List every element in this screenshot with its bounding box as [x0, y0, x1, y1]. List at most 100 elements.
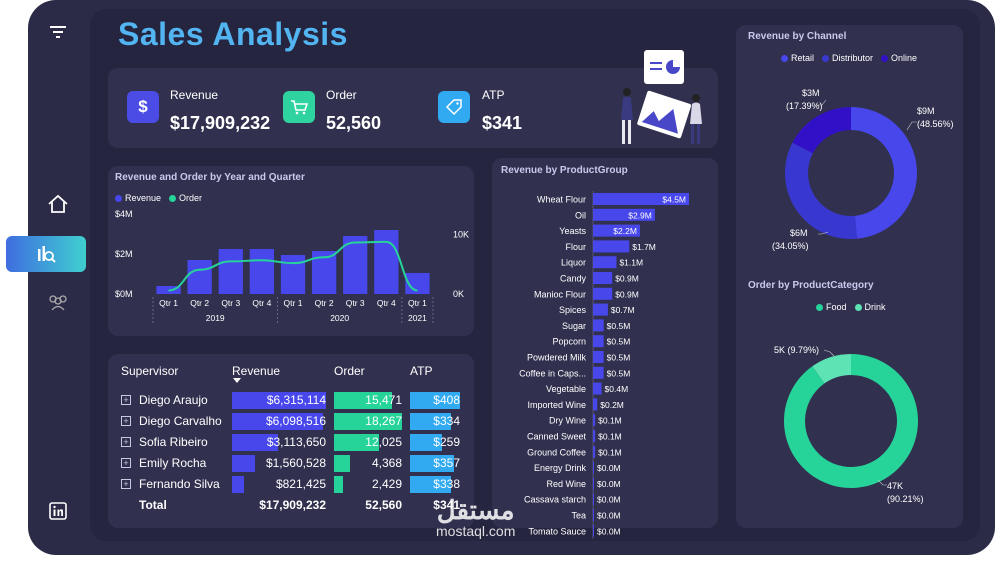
- product-bar: [593, 303, 608, 316]
- col-atp[interactable]: ATP: [410, 364, 433, 378]
- watermark-latin: mostaql.com: [436, 523, 516, 539]
- product-bar: [593, 335, 604, 348]
- revenue-value: $3,113,650: [266, 435, 326, 449]
- product-label: Yeasts: [559, 226, 586, 236]
- channel-legend: Retail Distributor Online: [781, 53, 917, 63]
- y-tick-right-1: 0K: [453, 289, 464, 299]
- product-group-chart: Wheat Flour $4.5M Oil $2.9M Yeasts $2.2M Flour…: [519, 191, 689, 539]
- expand-icon[interactable]: +: [121, 395, 131, 405]
- product-value-label: $0.5M: [607, 368, 631, 378]
- retail-slice: [851, 107, 918, 239]
- expand-icon[interactable]: +: [121, 416, 131, 426]
- leader-line: [816, 99, 827, 106]
- product-value-label: $0.9M: [615, 274, 639, 284]
- supervisor-name: Diego Araujo: [139, 393, 208, 407]
- order-value: 18,267: [365, 414, 402, 428]
- product-bar: [593, 287, 613, 300]
- sidebar: [6, 0, 90, 555]
- atp-databar: [410, 413, 451, 430]
- revenue-value: $6,098,516: [265, 414, 326, 428]
- product-label: Sugar: [562, 321, 586, 331]
- product-group-title: Revenue by ProductGroup: [501, 165, 628, 176]
- table-row[interactable]: + Sofia Ribeiro $3,113,650 12,025 $259: [108, 432, 474, 453]
- supervisor-table: Supervisor Revenue Order ATP + Diego Arau…: [108, 354, 474, 528]
- label-online-pct: (17.39%): [786, 101, 823, 111]
- analytics-illustration: [621, 50, 702, 144]
- product-label: Cassava starch: [524, 495, 586, 505]
- atp-databar: [410, 455, 454, 472]
- order-databar: [334, 476, 344, 493]
- x-tick-label: Qtr 3: [346, 298, 365, 308]
- atp-value: $338: [433, 477, 460, 491]
- product-value-label: $2.2M: [613, 226, 637, 236]
- product-label: Canned Sweet: [527, 432, 587, 442]
- leader-line: [823, 349, 835, 357]
- kpi-panel: [108, 68, 718, 148]
- kpi-revenue-value: $17,909,232: [170, 113, 271, 133]
- expand-icon[interactable]: +: [121, 479, 131, 489]
- product-value-label: $0.5M: [607, 337, 631, 347]
- analytics-icon[interactable]: [6, 236, 86, 272]
- linkedin-icon[interactable]: [28, 493, 88, 529]
- home-icon[interactable]: [28, 186, 88, 222]
- menu-icon[interactable]: [28, 14, 88, 50]
- table-row[interactable]: + Diego Carvalho $6,098,516 18,267 $334: [108, 411, 474, 432]
- product-label: Popcorn: [552, 337, 586, 347]
- product-label: Liquor: [561, 258, 586, 268]
- x-tick-label: Qtr 1: [159, 298, 178, 308]
- product-label: Red Wine: [546, 479, 586, 489]
- kpi-order-label: Order: [326, 88, 357, 102]
- product-value-label: $1.1M: [619, 258, 643, 268]
- col-revenue[interactable]: Revenue: [232, 364, 281, 378]
- mostaql-watermark: مستقل mostaql.com: [436, 497, 515, 539]
- x-tick-label: Qtr 4: [252, 298, 271, 308]
- users-icon[interactable]: [28, 284, 88, 320]
- product-value-label: $4.5M: [662, 195, 686, 205]
- expand-icon[interactable]: +: [121, 437, 131, 447]
- product-value-label: $0.0M: [597, 526, 621, 536]
- expand-icon[interactable]: +: [121, 458, 131, 468]
- y-tick-left-2: $0M: [115, 289, 133, 299]
- product-bar: [593, 351, 604, 363]
- product-bar: [593, 240, 630, 253]
- product-label: Oil: [575, 210, 586, 220]
- kpi-atp-label: ATP: [482, 88, 505, 102]
- legend-food: Food: [816, 302, 847, 312]
- revenue-value: $1,560,528: [265, 456, 326, 470]
- sort-desc-icon[interactable]: [233, 378, 241, 383]
- year-label: 2021: [408, 313, 427, 323]
- year-label: 2019: [206, 313, 225, 323]
- product-label: Manioc Flour: [534, 289, 586, 299]
- product-bar: [593, 445, 596, 458]
- atp-value: $357: [433, 456, 460, 470]
- product-bar: [593, 208, 655, 221]
- product-value-label: $0.7M: [611, 305, 635, 315]
- table-row[interactable]: + Diego Araujo $6,315,114 15,471 $408: [108, 390, 474, 411]
- product-bar: [593, 319, 604, 332]
- label-distributor-value: $6M: [790, 228, 808, 238]
- year-quarter-title: Revenue and Order by Year and Quarter: [115, 172, 305, 183]
- label-retail-pct: (48.56%): [917, 119, 954, 129]
- x-tick-label: Qtr 4: [377, 298, 396, 308]
- product-bar: [593, 193, 689, 205]
- revenue-value: $6,315,114: [266, 393, 326, 407]
- online-slice: [792, 107, 851, 154]
- product-label: Tea: [571, 511, 586, 521]
- order-line: [168, 240, 418, 292]
- x-tick-label: Qtr 2: [315, 298, 334, 308]
- product-label: Coffee in Caps...: [519, 368, 586, 378]
- revenue-bar: [374, 230, 399, 294]
- distributor-slice: [785, 142, 857, 240]
- col-supervisor[interactable]: Supervisor: [121, 364, 179, 378]
- order-value: 12,025: [365, 435, 402, 449]
- product-bar: [593, 272, 613, 284]
- supervisor-name: Fernando Silva: [139, 477, 220, 491]
- x-tick-label: Qtr 1: [408, 298, 427, 308]
- table-row[interactable]: + Emily Rocha $1,560,528 4,368 $357: [108, 453, 474, 474]
- table-row[interactable]: + Fernando Silva $821,425 2,429 $338: [108, 474, 474, 495]
- col-order[interactable]: Order: [334, 364, 365, 378]
- product-bar: [593, 224, 640, 237]
- product-label: Energy Drink: [534, 463, 587, 473]
- supervisor-name: Diego Carvalho: [139, 414, 222, 428]
- atp-value: $334: [433, 414, 460, 428]
